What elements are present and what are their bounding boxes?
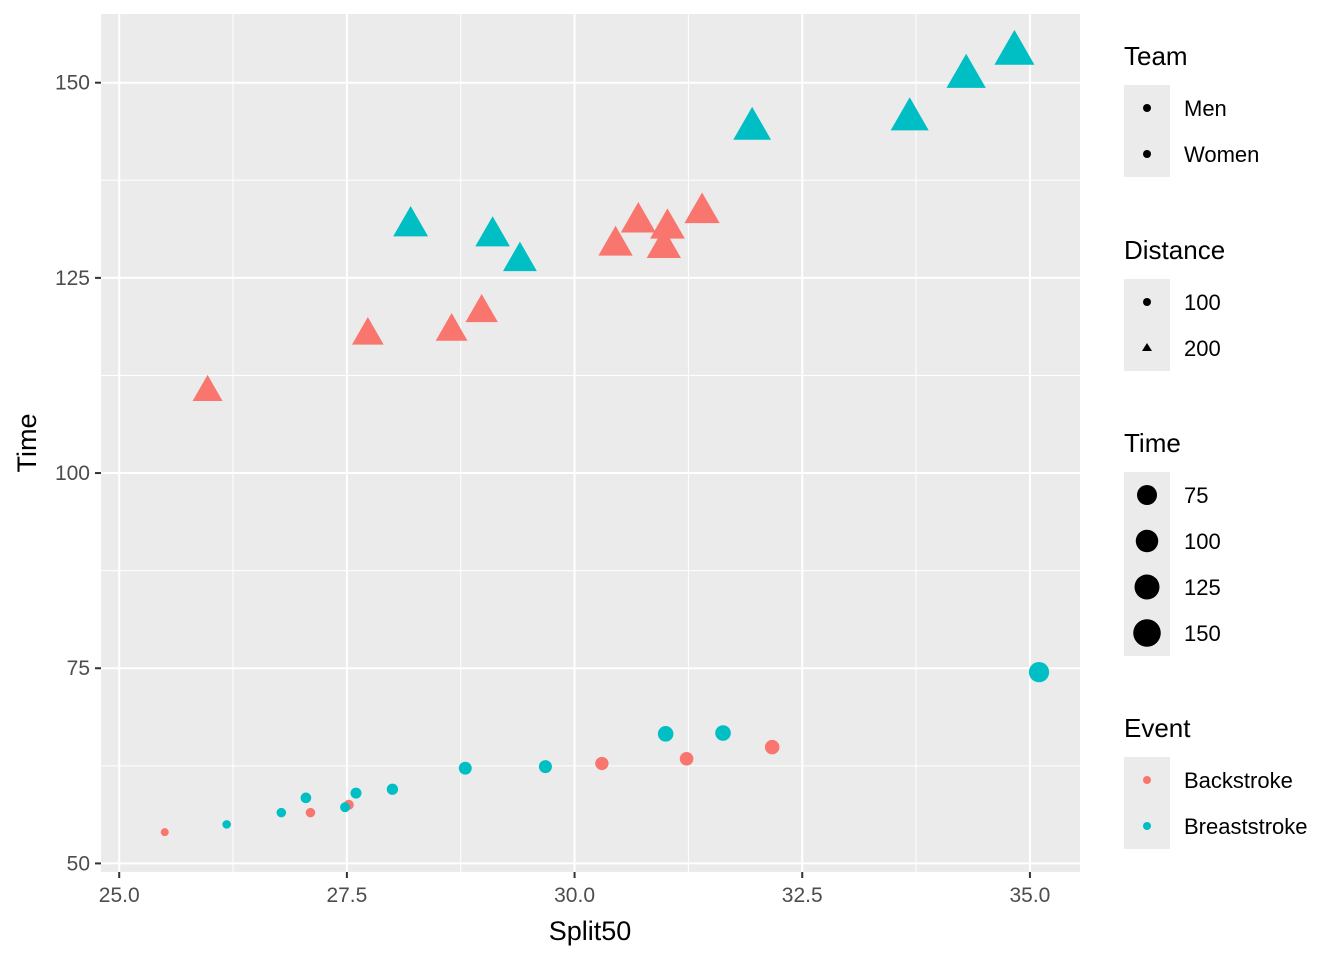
legend-group-event: Event Backstroke Breaststroke [1124,713,1308,849]
y-axis-title: Time [12,414,42,473]
data-point-circle [458,761,472,775]
legend-label: 100 [1184,529,1221,554]
legend-key-triangle [1142,343,1152,351]
data-point-circle [350,787,362,799]
legend-key-backstroke [1143,776,1151,784]
legend-key-background [1124,757,1170,849]
data-point-circle [222,820,231,829]
y-tick-label: 50 [67,852,90,875]
legend-label: 75 [1184,483,1208,508]
legend-title: Distance [1124,235,1225,265]
legend-title: Time [1124,428,1181,458]
data-point-triangle [502,241,537,272]
y-tick-label: 100 [55,462,90,485]
data-point-circle [595,756,609,771]
y-tick-label: 150 [55,72,90,95]
legend-label: 150 [1184,621,1221,646]
data-point-circle [340,802,351,813]
x-tick-label: 32.5 [782,884,823,907]
legend-key-background [1124,85,1170,177]
y-tick-label: 75 [67,657,90,680]
data-point-triangle [994,29,1035,65]
legend-key-circle [1143,104,1151,112]
data-point-triangle [351,317,384,345]
data-point-triangle [620,202,656,233]
legend-title: Event [1124,713,1191,743]
legend-key-breaststroke [1143,822,1151,830]
data-point-circle [679,751,694,766]
data-point-triangle [465,294,498,323]
data-point-triangle [650,208,685,239]
legend-key-size [1134,574,1160,600]
data-point-circle [538,760,552,774]
data-point-circle [1028,661,1050,683]
data-point-circle [715,725,731,741]
data-points [160,29,1050,837]
data-point-circle [276,807,287,818]
legend-label: 125 [1184,575,1221,600]
legend-label: Women [1184,142,1259,167]
legend-key-size [1137,485,1157,505]
legend-group-distance: Distance 100 200 [1124,235,1225,371]
legend-label: Backstroke [1184,768,1293,793]
plot-panel [101,14,1080,872]
legend-group-team: Team Men Women [1124,41,1259,177]
legend-key-background [1124,279,1170,371]
axes: 25.0 27.5 30.0 32.5 35.0 50 75 100 125 150 [55,72,1050,907]
legend-label: Men [1184,96,1227,121]
x-tick-label: 25.0 [99,884,140,907]
data-point-triangle [475,216,510,247]
legend-label: 100 [1184,290,1221,315]
x-tick-label: 27.5 [326,884,367,907]
data-point-triangle [192,374,223,402]
legend-key-circle [1143,298,1151,306]
x-axis-title: Split50 [549,916,632,946]
legend-key-size [1135,529,1159,553]
legend-label: 200 [1184,336,1221,361]
data-point-triangle [684,192,720,224]
data-point-triangle [890,97,929,131]
data-point-circle [160,828,169,837]
data-point-circle [305,807,316,818]
data-point-circle [300,792,312,804]
legend-key-circle [1143,150,1151,158]
legend-title: Team [1124,41,1188,71]
legend-key-size [1133,619,1161,647]
data-point-circle [764,739,780,755]
x-tick-label: 30.0 [554,884,595,907]
panel-background [101,14,1080,872]
data-point-triangle [598,225,633,256]
data-point-triangle [393,205,429,237]
data-point-triangle [435,313,468,341]
y-tick-label: 125 [55,267,90,290]
data-point-triangle [733,106,772,140]
data-point-triangle [946,53,986,88]
data-point-triangle [646,228,681,258]
data-point-circle [386,783,399,795]
data-point-circle [657,726,674,742]
x-tick-label: 35.0 [1009,884,1050,907]
legend-label: Breaststroke [1184,814,1308,839]
